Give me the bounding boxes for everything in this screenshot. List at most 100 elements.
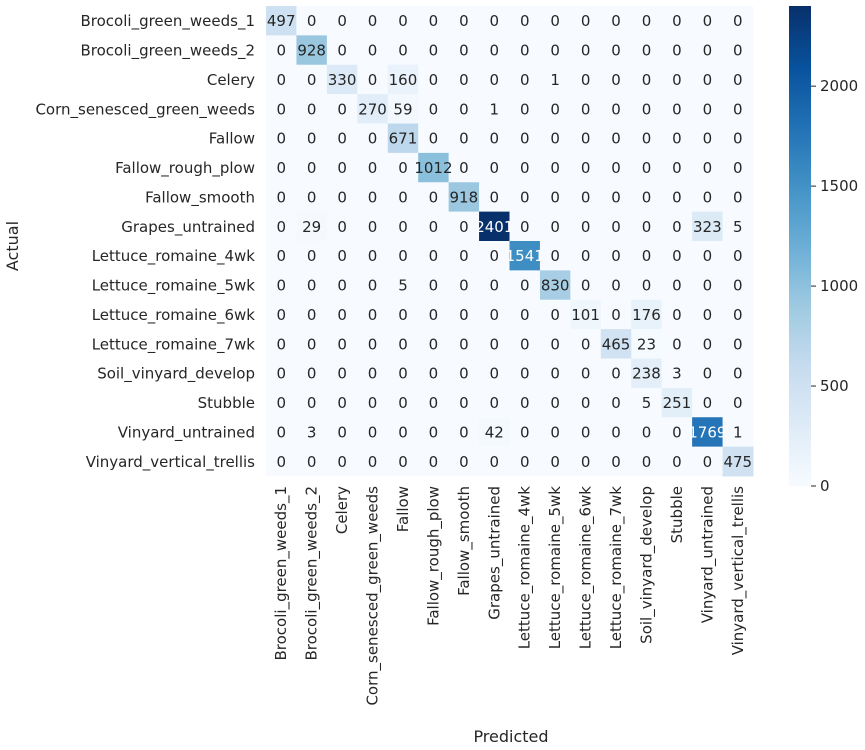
x-tick-label: Vinyard_vertical_trellis bbox=[729, 486, 748, 655]
heatmap-cell bbox=[600, 123, 632, 154]
heatmap-cell bbox=[539, 182, 571, 213]
colorbar-tick-label: 1000 bbox=[820, 277, 858, 295]
cell-value-label: 0 bbox=[459, 12, 469, 30]
cell-value-label: 0 bbox=[337, 42, 347, 60]
cell-value-label: 270 bbox=[358, 100, 387, 118]
cell-value-label: 0 bbox=[368, 453, 378, 471]
heatmap-cell bbox=[661, 123, 693, 154]
cell-value-label: 0 bbox=[429, 365, 439, 383]
cell-value-label: 0 bbox=[368, 247, 378, 265]
heatmap-cell bbox=[692, 387, 724, 418]
cell-value-label: 0 bbox=[307, 335, 317, 353]
heatmap-cell bbox=[479, 241, 510, 271]
heatmap-cell bbox=[387, 358, 419, 389]
heatmap-cell bbox=[357, 270, 389, 301]
heatmap-cell bbox=[326, 270, 358, 301]
heatmap-cell bbox=[266, 387, 297, 418]
heatmap-cell bbox=[266, 446, 297, 477]
cell-value-label: 0 bbox=[490, 394, 500, 412]
cell-value-label: 0 bbox=[611, 394, 621, 412]
y-tick-label: Soil_vinyard_develop bbox=[97, 365, 255, 384]
heatmap-cell bbox=[539, 446, 571, 477]
y-tick-label: Brocoli_green_weeds_1 bbox=[81, 12, 256, 31]
cell-value-label: 2401 bbox=[475, 218, 513, 236]
heatmap-cell bbox=[600, 182, 632, 213]
heatmap-cell bbox=[600, 64, 632, 95]
cell-value-label: 0 bbox=[550, 423, 560, 441]
heatmap-cell bbox=[326, 182, 358, 213]
heatmap-cell bbox=[509, 35, 541, 66]
heatmap-cell bbox=[570, 6, 602, 36]
heatmap-cell bbox=[722, 211, 754, 242]
heatmap-cell bbox=[570, 64, 602, 95]
heatmap-cell bbox=[692, 358, 724, 389]
x-tick-label: Corn_senesced_green_weeds bbox=[364, 486, 383, 706]
x-tick-label: Vinyard_untrained bbox=[698, 486, 717, 623]
cell-value-label: 0 bbox=[368, 130, 378, 148]
cell-value-label: 0 bbox=[459, 394, 469, 412]
heatmap-cell bbox=[600, 241, 632, 271]
x-tick-label: Lettuce_romaine_6wk bbox=[577, 486, 596, 650]
cell-value-label: 23 bbox=[637, 335, 656, 353]
cell-value-label: 0 bbox=[429, 100, 439, 118]
cell-value-label: 0 bbox=[429, 130, 439, 148]
cell-value-label: 0 bbox=[337, 306, 347, 324]
heatmap-cell bbox=[387, 211, 419, 242]
cell-value-label: 0 bbox=[672, 188, 682, 206]
heatmap-cell bbox=[418, 211, 450, 242]
cell-value-label: 0 bbox=[276, 188, 286, 206]
cell-value-label: 0 bbox=[337, 423, 347, 441]
heatmap-cell bbox=[631, 64, 663, 95]
cell-value-label: 0 bbox=[490, 277, 500, 295]
cell-value-label: 323 bbox=[693, 218, 722, 236]
cell-value-label: 0 bbox=[642, 247, 652, 265]
heatmap-cell bbox=[631, 387, 663, 418]
cell-value-label: 0 bbox=[672, 12, 682, 30]
cell-value-label: 0 bbox=[337, 188, 347, 206]
cell-value-label: 0 bbox=[520, 188, 530, 206]
cell-value-label: 0 bbox=[490, 365, 500, 383]
heatmap-cell bbox=[357, 64, 389, 95]
cell-value-label: 1 bbox=[490, 100, 500, 118]
heatmap-cell bbox=[479, 329, 510, 359]
heatmap-cell bbox=[479, 270, 510, 301]
cell-value-label: 0 bbox=[307, 306, 317, 324]
heatmap-cell bbox=[661, 417, 693, 448]
cell-value-label: 42 bbox=[485, 423, 504, 441]
y-tick-label: Corn_senesced_green_weeds bbox=[35, 100, 255, 119]
cell-value-label: 0 bbox=[337, 453, 347, 471]
cell-value-label: 0 bbox=[581, 453, 591, 471]
heatmap-cell bbox=[266, 182, 297, 213]
x-tick-label: Brocoli_green_weeds_2 bbox=[303, 486, 322, 661]
heatmap-cell bbox=[631, 270, 663, 301]
cell-value-label: 0 bbox=[398, 306, 408, 324]
heatmap-cell bbox=[661, 270, 693, 301]
heatmap-cell bbox=[722, 329, 754, 359]
y-tick-label: Fallow bbox=[209, 130, 255, 148]
cell-value-label: 0 bbox=[581, 42, 591, 60]
heatmap-cell bbox=[387, 387, 419, 418]
cell-value-label: 0 bbox=[307, 159, 317, 177]
heatmap-cell bbox=[448, 446, 480, 477]
cell-value-label: 1 bbox=[733, 423, 743, 441]
cell-value-label: 830 bbox=[541, 277, 570, 295]
heatmap-cell bbox=[570, 299, 602, 330]
heatmap-cell bbox=[722, 152, 754, 183]
cell-value-label: 5 bbox=[733, 218, 743, 236]
cell-value-label: 0 bbox=[368, 12, 378, 30]
y-tick-label: Vinyard_vertical_trellis bbox=[86, 453, 255, 472]
cell-value-label: 0 bbox=[703, 159, 713, 177]
cell-value-label: 1541 bbox=[506, 247, 544, 265]
heatmap-cell bbox=[631, 35, 663, 66]
heatmap-cell bbox=[296, 387, 328, 418]
heatmap-cell bbox=[539, 329, 571, 359]
heatmap-cell bbox=[326, 152, 358, 183]
heatmap-cell bbox=[600, 329, 632, 359]
heatmap-cell bbox=[418, 35, 450, 66]
cell-value-label: 0 bbox=[733, 394, 743, 412]
heatmap-cell bbox=[326, 64, 358, 95]
colorbar-ticks: 0 500 1000 1500 2000 bbox=[811, 77, 858, 495]
cell-value-label: 0 bbox=[337, 335, 347, 353]
cell-value-label: 0 bbox=[307, 100, 317, 118]
cell-value-label: 0 bbox=[520, 159, 530, 177]
